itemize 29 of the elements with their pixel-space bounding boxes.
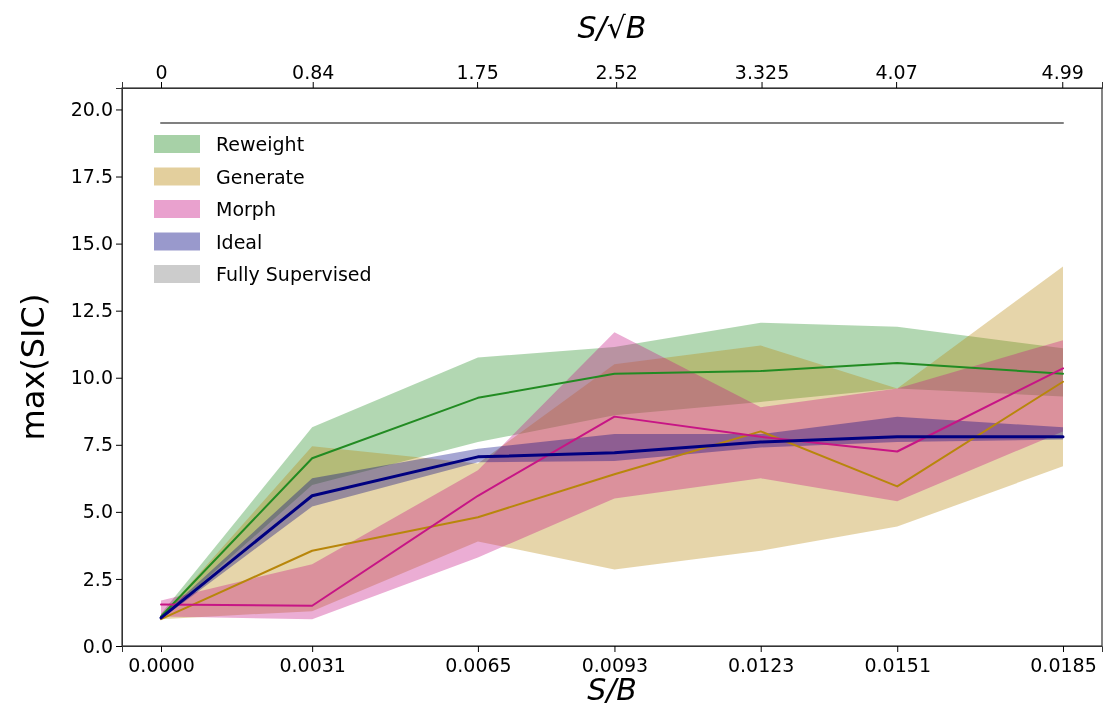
x2-tick-label: 0 xyxy=(155,61,168,83)
x2-axis-title: S/√B xyxy=(577,10,647,45)
x2-tick-label: 1.75 xyxy=(456,61,499,83)
y-tick-label: 7.5 xyxy=(82,433,113,456)
legend-label: Generate xyxy=(216,165,305,188)
legend-label: Fully Supervised xyxy=(216,263,372,285)
x2-tick-label: 4.07 xyxy=(875,61,918,83)
x-tick-label: 0.0000 xyxy=(128,654,195,677)
x-tick-label: 0.0123 xyxy=(727,654,795,677)
x-tick-label: 0.0151 xyxy=(864,654,931,677)
legend-label: Ideal xyxy=(216,230,263,253)
x2-tick-label: 0.84 xyxy=(292,61,335,83)
x-tick-label: 0.0031 xyxy=(279,654,346,677)
x-tick-label: 0.0185 xyxy=(1030,654,1097,677)
y-tick-label: 20.0 xyxy=(70,98,113,121)
x2-tick-label: 3.325 xyxy=(734,61,790,83)
x-tick-label: 0.0065 xyxy=(445,654,512,677)
y-tick-label: 15.0 xyxy=(70,232,113,255)
y-tick-label: 12.5 xyxy=(70,299,113,322)
y-tick-label: 0.0 xyxy=(82,634,113,657)
y-tick-label: 5.0 xyxy=(82,500,113,523)
y-tick-label: 17.5 xyxy=(70,165,113,188)
y-tick-label: 10.0 xyxy=(70,366,113,389)
y-tick-label: 2.5 xyxy=(82,567,113,590)
x2-tick-label: 4.99 xyxy=(1041,61,1084,83)
legend-label: Reweight xyxy=(216,133,305,155)
x2-tick-label: 2.52 xyxy=(595,61,638,83)
legend-label: Morph xyxy=(216,198,276,220)
y-axis-title: max(SIC) xyxy=(14,293,52,441)
